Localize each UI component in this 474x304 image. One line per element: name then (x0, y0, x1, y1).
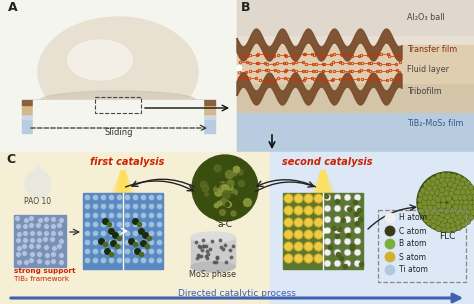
Text: Directed catalytic process: Directed catalytic process (178, 288, 296, 298)
Text: second catalysis: second catalysis (282, 157, 372, 167)
Text: Tribofilm: Tribofilm (407, 88, 442, 96)
Text: MoS₂ phase: MoS₂ phase (190, 270, 237, 279)
Polygon shape (320, 171, 326, 193)
Bar (83, 193, 163, 269)
Text: A: A (8, 1, 18, 14)
Bar (191, 237, 235, 267)
Ellipse shape (191, 262, 235, 272)
Text: TiB₂-MoS₂ film: TiB₂-MoS₂ film (407, 119, 464, 129)
Polygon shape (237, 73, 402, 105)
Polygon shape (311, 171, 335, 193)
Polygon shape (314, 171, 332, 193)
Bar (95, 97, 141, 113)
Bar (33, 100, 203, 150)
Bar (22, 104, 215, 114)
Polygon shape (34, 164, 42, 172)
Polygon shape (120, 171, 126, 193)
Ellipse shape (40, 91, 195, 109)
Bar (378, 210, 466, 282)
Polygon shape (317, 171, 329, 193)
Ellipse shape (191, 232, 235, 242)
Ellipse shape (67, 40, 133, 80)
Text: Fluid layer: Fluid layer (407, 65, 449, 74)
Bar (237, 82, 474, 112)
Text: a-C: a-C (218, 220, 233, 229)
Text: B atom: B atom (399, 240, 427, 248)
Polygon shape (318, 171, 328, 193)
Circle shape (385, 265, 395, 275)
Polygon shape (114, 171, 132, 193)
Polygon shape (315, 171, 331, 193)
Bar (14, 215, 66, 267)
Text: strong support: strong support (14, 268, 75, 274)
Text: FLC: FLC (439, 232, 455, 241)
Polygon shape (121, 171, 125, 193)
Polygon shape (112, 171, 134, 193)
Text: Al₂O₃ ball: Al₂O₃ ball (407, 13, 445, 22)
Bar (22, 100, 215, 105)
Polygon shape (22, 118, 215, 133)
Circle shape (236, 65, 242, 71)
Circle shape (385, 226, 395, 236)
Circle shape (417, 172, 474, 232)
Text: TiB₂ framework: TiB₂ framework (14, 276, 69, 282)
Bar (283, 193, 363, 269)
Polygon shape (115, 171, 131, 193)
Circle shape (385, 252, 395, 262)
Bar (237, 110, 474, 152)
Bar (0, 0, 237, 152)
Polygon shape (117, 171, 129, 193)
Text: Transfer film: Transfer film (407, 46, 457, 54)
Text: C atom: C atom (399, 226, 427, 236)
Text: B: B (241, 1, 250, 14)
Bar (237, 0, 474, 152)
Text: PAO 10: PAO 10 (25, 197, 52, 206)
Bar (237, 45, 474, 83)
Polygon shape (237, 29, 402, 61)
Polygon shape (111, 171, 135, 193)
Ellipse shape (25, 170, 51, 198)
Polygon shape (118, 171, 128, 193)
Bar (237, 0, 474, 35)
Polygon shape (312, 171, 334, 193)
Bar (270, 152, 474, 304)
Text: Ti atom: Ti atom (399, 265, 428, 275)
Circle shape (192, 155, 258, 221)
Text: C: C (6, 153, 15, 166)
Bar (0, 152, 270, 304)
Text: first catalysis: first catalysis (90, 157, 164, 167)
Circle shape (385, 239, 395, 249)
Text: H atom: H atom (399, 213, 427, 223)
Circle shape (385, 213, 395, 223)
Ellipse shape (38, 17, 198, 127)
Text: Sliding: Sliding (105, 128, 133, 137)
Polygon shape (321, 171, 325, 193)
Bar (22, 113, 215, 119)
Text: S atom: S atom (399, 253, 426, 261)
